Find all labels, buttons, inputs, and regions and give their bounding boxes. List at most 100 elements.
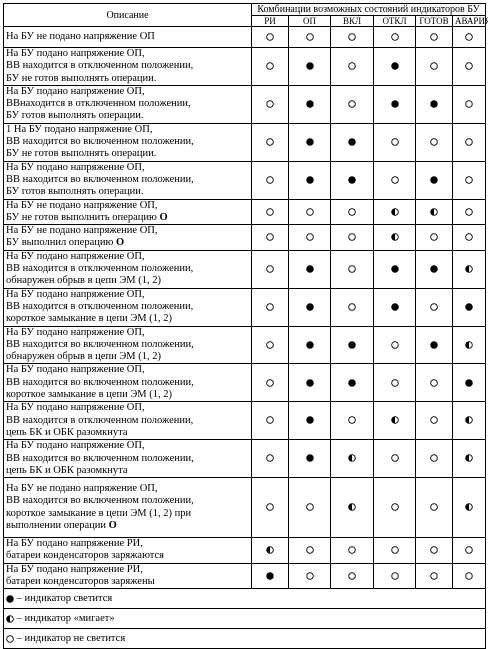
- indicator-off-icon: [266, 416, 274, 425]
- indicator-cell: [415, 287, 453, 327]
- description-line: На БУ подано напряжение РИ,: [6, 538, 143, 550]
- indicator-cell: [288, 122, 331, 162]
- table-row: На БУ подано напряжение ОП, ВВнаходится в…: [3, 84, 487, 124]
- indicator-off-icon: [266, 454, 274, 463]
- description-text: выполнении операции: [6, 519, 107, 531]
- indicator-off-icon: [305, 503, 314, 512]
- description-line: БУ не готов выполнить операцию О: [6, 212, 249, 224]
- indicator-off-icon: [430, 303, 438, 311]
- indicator-off-icon: [390, 454, 399, 463]
- indicator-off-icon: [348, 303, 356, 311]
- row-description: На БУ подано напряжение ОП, ВВ находится …: [3, 160, 252, 200]
- indicator-off-icon: [348, 546, 356, 554]
- indicator-cell: [330, 562, 374, 590]
- indicator-cell: [451, 562, 487, 590]
- row-description: На БУ подано напряжение ОП, ВВ находится …: [3, 287, 252, 327]
- indicator-off-icon: [465, 32, 473, 41]
- row-description: На БУ не подано напряжение ОП: [3, 26, 252, 48]
- indicator-off-icon: [266, 340, 274, 349]
- row-description: На БУ подано напряжение ОП, ВВ находится …: [3, 249, 252, 289]
- indicator-cell: [330, 84, 374, 124]
- indicator-cell: [251, 562, 289, 590]
- table-row: На БУ подано напряжение ОП, ВВ находится …: [3, 47, 487, 86]
- indicator-off-icon: [430, 378, 438, 387]
- indicator-off-icon: [266, 303, 274, 311]
- description-text: БУ выполнил операцию: [6, 237, 114, 249]
- indicator-off-icon: [348, 32, 356, 41]
- indicator-off-icon: [348, 207, 356, 216]
- description-line: БУ готов выполнять операции.: [6, 186, 144, 198]
- row-description: На БУ подано напряжение ОП, ВВ находится …: [3, 401, 252, 441]
- indicator-cell: [451, 122, 487, 162]
- indicator-off-icon: [390, 571, 399, 580]
- indicator-blink-icon: [465, 416, 473, 425]
- indicator-off-icon: [266, 100, 274, 108]
- indicator-off-icon: [266, 207, 274, 216]
- indicator-off-icon: [465, 207, 473, 216]
- indicator-cell: [288, 477, 331, 539]
- description-line: обнаружен обрыв в цепи ЭМ (1, 2): [6, 275, 161, 287]
- indicator-cell: [330, 198, 374, 226]
- indicator-cell: [251, 537, 289, 564]
- indicator-off-icon: [348, 265, 356, 273]
- indicator-off-icon: [465, 62, 473, 70]
- description-line: На БУ подано напряжение ОП,: [6, 402, 145, 414]
- column-header: ОТКЛ: [373, 15, 416, 27]
- description-line: ВВ находится во включенном положении,: [6, 495, 194, 507]
- row-description: На БУ подано напряжение ОП, ВВнаходится в…: [3, 84, 252, 124]
- table-row: На БУ подано напряжение ОП, ВВ находится …: [3, 325, 487, 365]
- indicator-cell: [288, 363, 331, 403]
- indicator-cell: [451, 47, 487, 86]
- indicator-cell: [451, 325, 487, 365]
- table-row: 1 На БУ подано напряжение ОП, ВВ находитс…: [3, 122, 487, 162]
- indicator-cell: [330, 47, 374, 86]
- indicator-off-icon: [266, 378, 274, 387]
- indicator-cell: [451, 439, 487, 479]
- column-header: ВКЛ: [330, 15, 374, 27]
- table-row: На БУ подано напряжение ОП, ВВ находится …: [3, 439, 487, 479]
- indicator-cell: [415, 401, 453, 441]
- indicator-cell: [251, 363, 289, 403]
- indicator-cell: [330, 325, 374, 365]
- indicator-cell: [288, 84, 331, 124]
- indicator-cell: [330, 537, 374, 564]
- column-header: ОП: [288, 15, 331, 27]
- row-description: На БУ подано напряжение ОП, ВВ находится …: [3, 325, 252, 365]
- table-row: На БУ не подано напряжение ОП, БУ выполни…: [3, 224, 487, 251]
- indicator-off-icon: [430, 503, 438, 512]
- indicator-cell: [251, 477, 289, 539]
- indicator-cell: [415, 26, 453, 48]
- column-header: АВАРИЯ: [451, 15, 488, 27]
- indicator-off-icon: [305, 571, 314, 580]
- indicator-blink-icon: [348, 454, 356, 463]
- indicator-off-icon: [266, 233, 274, 241]
- description-text: БУ не готов выполнить операцию: [6, 211, 157, 223]
- indicator-cell: [373, 325, 416, 365]
- description-line: ВВ находится во включенном положении,: [6, 338, 194, 350]
- row-description: На БУ подано напряжение РИ, батареи конде…: [3, 562, 252, 590]
- description-line: ВВнаходится в отключенном положении,: [6, 98, 191, 110]
- indicator-cell: [373, 198, 416, 226]
- indicator-cell: [330, 401, 374, 441]
- legend-item: – индикатор светится: [2, 588, 487, 610]
- table-row: На БУ подано напряжение РИ, батареи конде…: [3, 537, 487, 564]
- indicator-off-icon: [390, 138, 399, 146]
- indicator-cell: [373, 537, 416, 564]
- description-line: На БУ подано напряжение ОП,: [6, 288, 145, 300]
- indicator-cell: [330, 249, 374, 289]
- indicator-off-icon: [348, 571, 356, 580]
- indicator-cell: [251, 160, 289, 200]
- description-line: обнаружен обрыв в цепи ЭМ (1, 2): [6, 351, 161, 363]
- indicator-cell: [451, 249, 487, 289]
- legend: – индикатор светится – индикатор «мигает…: [2, 588, 487, 649]
- description-line: ВВ находится во включенном положении,: [6, 173, 194, 185]
- table-row: На БУ подано напряжение ОП, ВВ находится …: [3, 287, 487, 327]
- indicator-cell: [451, 84, 487, 124]
- description-line: ВВ находится во включенном положении,: [6, 452, 194, 464]
- indicator-off-icon: [305, 233, 314, 241]
- indicator-cell: [451, 287, 487, 327]
- indicator-cell: [451, 401, 487, 441]
- indicator-on-icon: [430, 265, 438, 273]
- indicator-off-icon: [465, 138, 473, 146]
- indicator-off-icon: [465, 546, 473, 554]
